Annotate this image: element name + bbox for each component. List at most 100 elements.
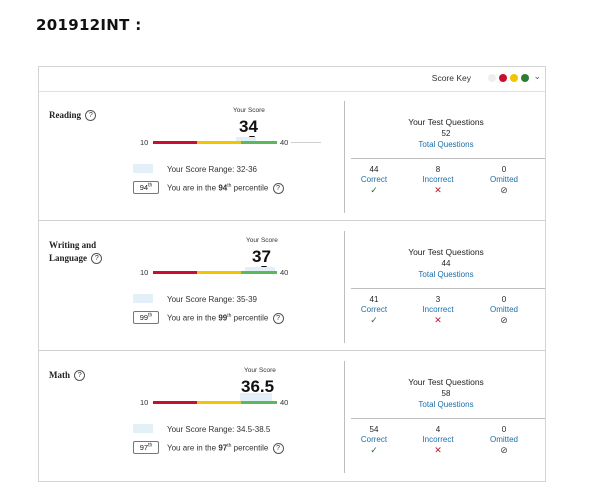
x-icon: ✕ <box>434 315 442 325</box>
percentile-badge: 94th <box>133 181 159 194</box>
bar-segment-green <box>241 401 277 404</box>
help-icon[interactable]: ? <box>272 443 284 454</box>
score-range-text: Your Score Range: 34.5-38.5 <box>167 425 270 434</box>
score-value: 36.5 <box>241 377 275 396</box>
stat-incorrect: 8 Incorrect ✕ <box>413 165 463 196</box>
score-range-value: 34.5-38.5 <box>236 425 271 434</box>
percentile-badge-suffix: th <box>148 312 153 319</box>
percentile-prefix: You are in the <box>167 183 219 193</box>
incorrect-count: 4 <box>435 425 441 434</box>
correct-label: Correct <box>360 175 388 184</box>
score-range-value: 35-39 <box>236 295 257 304</box>
omitted-count: 0 <box>501 295 507 304</box>
incorrect-count: 8 <box>435 165 441 174</box>
score-value: 34 <box>239 117 258 136</box>
score-range-highlight <box>245 267 275 273</box>
score-report-card: Score Key ⌄ Reading ? Your Score 34 10 4… <box>38 66 546 482</box>
score-bar <box>153 141 277 144</box>
incorrect-label: Incorrect <box>422 305 454 314</box>
incorrect-label: Incorrect <box>422 175 454 184</box>
key-dot-gray <box>488 74 496 82</box>
score-range-swatch <box>133 294 153 303</box>
score-bar <box>153 401 277 404</box>
percentile-badge: 99th <box>133 311 159 324</box>
help-icon[interactable]: ? <box>74 370 86 382</box>
percentile-prefix: You are in the <box>167 443 219 453</box>
correct-count: 44 <box>369 165 379 174</box>
percentile-value: 94 <box>218 183 228 193</box>
section-title-text: Reading <box>49 110 82 120</box>
section-title-text: Math <box>49 370 70 380</box>
x-icon: ✕ <box>434 445 442 455</box>
score-range-swatch <box>133 424 153 433</box>
chevron-down-icon[interactable]: ⌄ <box>533 71 541 81</box>
x-icon: ✕ <box>434 185 442 195</box>
test-questions-count: 52 <box>441 129 451 138</box>
score-range-text: Your Score Range: 32-36 <box>167 165 257 174</box>
test-questions-title: Your Test Questions <box>408 117 484 127</box>
bar-segment-yellow <box>197 271 241 274</box>
questions-divider <box>351 158 545 159</box>
questions-divider <box>351 418 545 419</box>
correct-label: Correct <box>360 435 388 444</box>
percentile-suffix: percentile <box>231 443 269 453</box>
correct-count: 54 <box>369 425 379 434</box>
section-writing-and-language: Writing and Language ? Your Score 37 10 … <box>39 221 545 351</box>
percentile-value: 97 <box>218 443 228 453</box>
bar-segment-red <box>153 401 197 404</box>
score-range-highlight <box>236 137 256 143</box>
test-questions-summary: Your Test Questions 52 Total Questions <box>345 117 547 149</box>
total-questions-link[interactable]: Total Questions <box>418 140 474 149</box>
bar-min-label: 10 <box>140 138 149 147</box>
help-icon[interactable]: ? <box>91 253 103 265</box>
total-questions-link[interactable]: Total Questions <box>418 400 474 409</box>
total-questions-link[interactable]: Total Questions <box>418 270 474 279</box>
bar-segment-red <box>153 271 197 274</box>
percentile-value: 99 <box>218 313 228 323</box>
questions-divider <box>351 288 545 289</box>
omitted-count: 0 <box>501 165 507 174</box>
stat-correct: 44 Correct ✓ <box>349 165 399 196</box>
score-range-value: 32-36 <box>236 165 257 174</box>
incorrect-label: Incorrect <box>422 435 454 444</box>
bar-max-label: 40 <box>280 268 289 277</box>
omitted-label: Omitted <box>489 435 518 444</box>
help-icon[interactable]: ? <box>85 110 97 122</box>
bar-extension <box>291 142 321 143</box>
percentile-badge-value: 94 <box>139 183 149 192</box>
section-divider <box>344 361 345 473</box>
your-score-label: Your Score <box>244 367 276 374</box>
percentile-badge-suffix: th <box>148 182 153 189</box>
score-key-legend <box>488 74 529 82</box>
section-title: Reading ? <box>49 109 119 122</box>
score-range-text: Your Score Range: 35-39 <box>167 295 257 304</box>
help-icon[interactable]: ? <box>272 183 284 194</box>
section-title: Math ? <box>49 369 119 382</box>
stat-correct: 41 Correct ✓ <box>349 295 399 326</box>
correct-count: 41 <box>369 295 379 304</box>
percentile-th: th <box>227 442 232 449</box>
your-score-label: Your Score <box>233 107 265 114</box>
percentile-badge-suffix: th <box>148 442 153 449</box>
check-icon: ✓ <box>370 445 378 455</box>
section-divider <box>344 231 345 343</box>
bar-segment-yellow <box>197 401 241 404</box>
percentile-text: You are in the 99th percentile ? <box>167 313 284 324</box>
section-title: Writing and Language ? <box>49 239 119 265</box>
bar-segment-green <box>241 141 277 144</box>
page-title: 201912INT : <box>36 16 142 34</box>
test-questions-summary: Your Test Questions 58 Total Questions <box>345 377 547 409</box>
section-title-text: Writing and Language <box>49 240 97 263</box>
bar-max-label: 40 <box>280 398 289 407</box>
score-value: 37 <box>252 247 271 266</box>
omitted-icon: ⊘ <box>500 315 508 325</box>
test-questions-summary: Your Test Questions 44 Total Questions <box>345 247 547 279</box>
percentile-badge: 97th <box>133 441 159 454</box>
test-questions-title: Your Test Questions <box>408 247 484 257</box>
check-icon: ✓ <box>370 185 378 195</box>
score-key-label: Score Key <box>431 73 471 83</box>
bar-segment-yellow <box>197 141 241 144</box>
percentile-suffix: percentile <box>231 183 269 193</box>
help-icon[interactable]: ? <box>272 313 284 324</box>
stat-omitted: 0 Omitted ⊘ <box>479 295 529 326</box>
